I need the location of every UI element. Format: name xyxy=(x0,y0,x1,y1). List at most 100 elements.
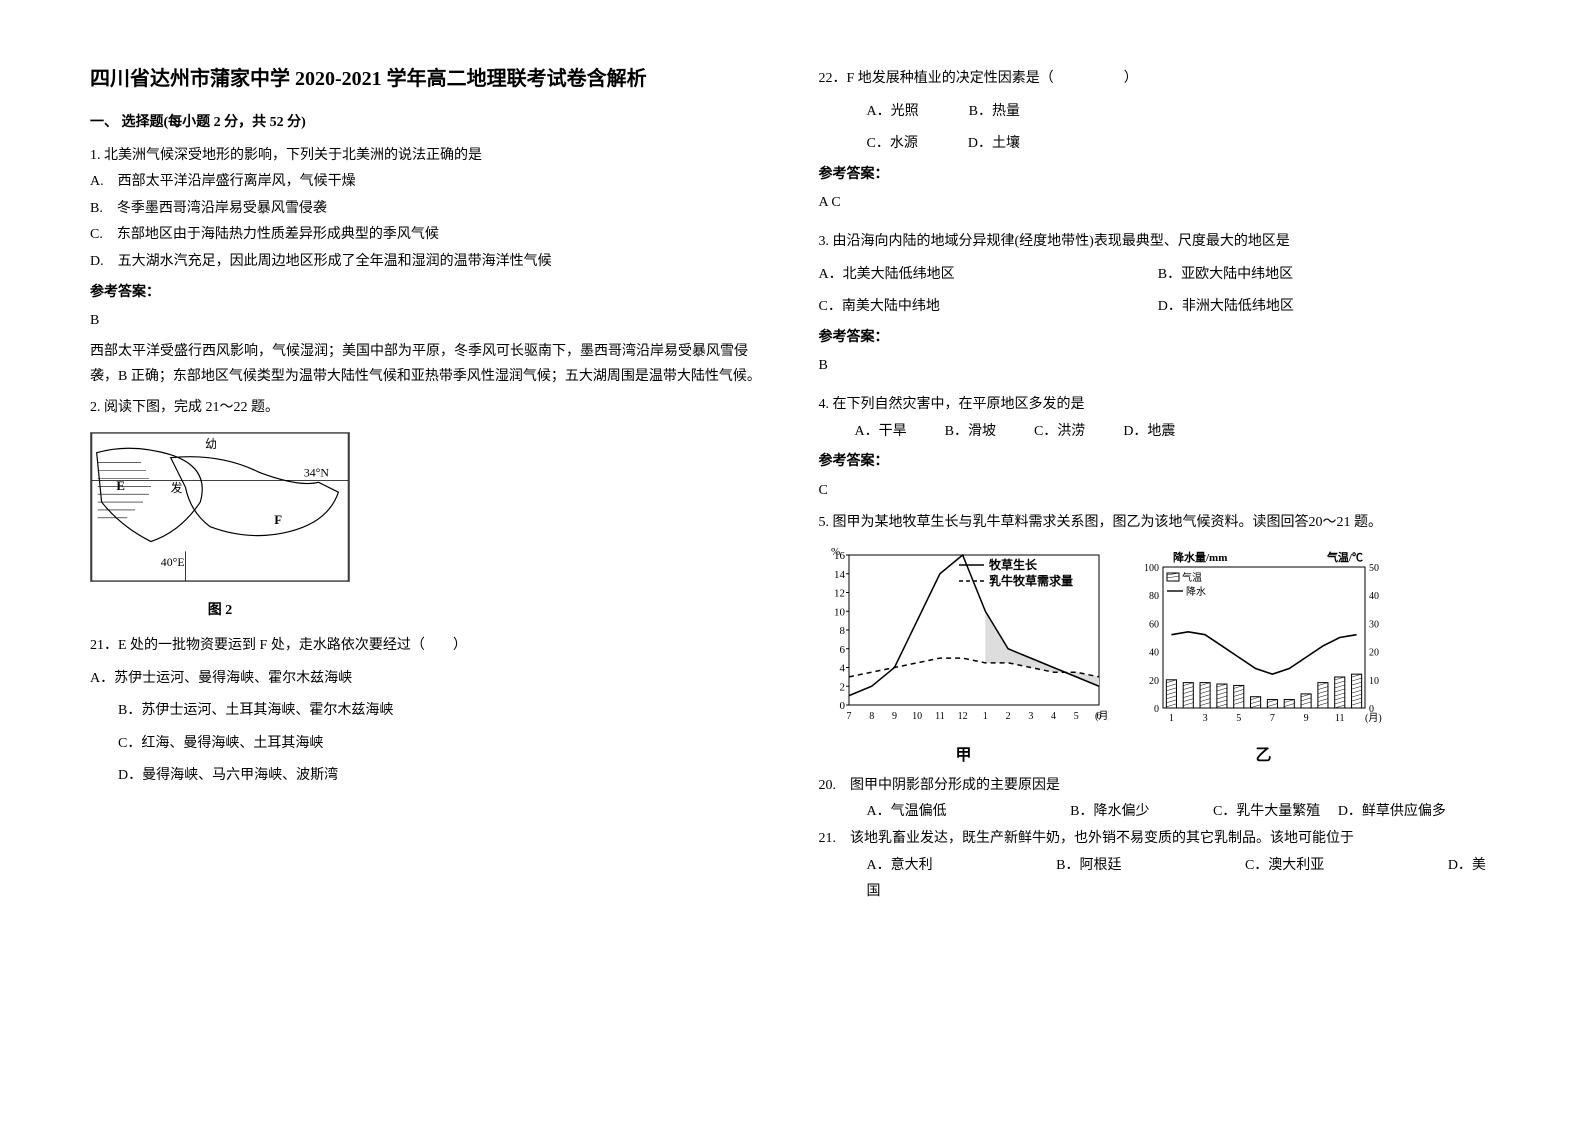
q22-opt-d: D．土壤 xyxy=(968,131,1020,158)
fa-label: 发 xyxy=(171,481,183,495)
svg-text:气温: 气温 xyxy=(1182,571,1202,584)
q1-opt-c: C. 东部地区由于海陆热力性质差异形成典型的季风气候 xyxy=(90,222,769,249)
q3-opt-c: C．南美大陆中纬地 xyxy=(819,294,1158,321)
q21b-opt-c: C．澳大利亚 xyxy=(1245,858,1324,873)
svg-text:5: 5 xyxy=(1236,713,1241,724)
q4-opt-c: C．洪涝 xyxy=(1034,419,1085,446)
svg-text:30: 30 xyxy=(1369,619,1379,630)
svg-text:9: 9 xyxy=(891,711,896,722)
svg-text:2: 2 xyxy=(839,681,845,693)
q2-stem: 2. 阅读下图，完成 21～22 题。 xyxy=(90,395,769,422)
q1-answer-label: 参考答案： xyxy=(90,280,769,307)
chart-jia-svg: 0246810121416%789101112123456(月)牧草生长乳牛牧草… xyxy=(819,545,1109,730)
svg-text:8: 8 xyxy=(869,711,874,722)
svg-text:8: 8 xyxy=(839,625,845,637)
q20-opt-b: B．降水偏少 xyxy=(1070,804,1149,819)
svg-text:(月): (月) xyxy=(1365,712,1382,724)
q21-opt-c: C．红海、曼得海峡、土耳其海峡 xyxy=(118,731,769,758)
q21b-opt-d: D．美国 xyxy=(867,858,1486,900)
svg-text:降水: 降水 xyxy=(1186,585,1206,598)
svg-text:40: 40 xyxy=(1149,648,1159,659)
svg-text:%: % xyxy=(831,546,840,558)
lat-34n-label: 34°N xyxy=(304,465,330,479)
q4-opt-d: D．地震 xyxy=(1123,419,1175,446)
svg-text:100: 100 xyxy=(1144,563,1159,574)
q4-stem: 4. 在下列自然灾害中，在平原地区多发的是 xyxy=(819,392,1498,419)
point-f-label: F xyxy=(274,512,282,526)
chart-yi-svg: 降水量/mm气温/℃020406080100010203040501357911… xyxy=(1129,545,1399,730)
q22-stem: 22．F 地发展种植业的决定性因素是（ ） xyxy=(819,66,1498,93)
q3-stem: 3. 由沿海向内陆的地域分异规律(经度地带性)表现最典型、尺度最大的地区是 xyxy=(819,229,1498,256)
q22-opt-b: B．热量 xyxy=(969,99,1020,126)
svg-text:10: 10 xyxy=(912,711,922,722)
youjia-label: 幼 xyxy=(205,437,217,451)
svg-text:5: 5 xyxy=(1073,711,1078,722)
svg-text:6: 6 xyxy=(839,644,845,656)
q20-opt-d: D．鲜草供应偏多 xyxy=(1338,804,1446,819)
svg-text:80: 80 xyxy=(1149,591,1159,602)
svg-text:0: 0 xyxy=(839,700,845,712)
q22-opt-a: A．光照 xyxy=(867,99,919,126)
q21b-opt-a: A．意大利 xyxy=(867,858,933,873)
q21-opt-b: B．苏伊士运河、土耳其海峡、霍尔木兹海峡 xyxy=(118,698,769,725)
svg-text:4: 4 xyxy=(1051,711,1056,722)
q3-answer-label: 参考答案： xyxy=(819,325,1498,352)
q21-stem: 21．E 处的一批物资要运到 F 处，走水路依次要经过（ ） xyxy=(90,633,769,660)
q1-answer: B xyxy=(90,308,769,335)
svg-text:12: 12 xyxy=(834,587,845,599)
q3-opt-a: A．北美大陆低纬地区 xyxy=(819,262,1158,289)
figure-2-map: 34°N 40°E E F 幼 发 xyxy=(90,432,350,582)
q5-stem: 5. 图甲为某地牧草生长与乳牛草料需求关系图，图乙为该地气候资料。读图回答20～… xyxy=(819,510,1498,537)
svg-text:9: 9 xyxy=(1303,713,1308,724)
q20-opt-c: C．乳牛大量繁殖 xyxy=(1213,804,1320,819)
svg-text:乳牛牧草需求量: 乳牛牧草需求量 xyxy=(989,573,1073,588)
svg-text:3: 3 xyxy=(1028,711,1033,722)
chart-jia-caption: 甲 xyxy=(819,741,1109,771)
q4-answer-label: 参考答案： xyxy=(819,449,1498,476)
paper-title: 四川省达州市蒲家中学 2020-2021 学年高二地理联考试卷含解析 xyxy=(90,60,769,98)
svg-text:1: 1 xyxy=(1168,713,1173,724)
q1-stem: 1. 北美洲气候深受地形的影响，下列关于北美洲的说法正确的是 xyxy=(90,143,769,170)
svg-text:60: 60 xyxy=(1149,619,1159,630)
q3-opt-b: B．亚欧大陆中纬地区 xyxy=(1158,262,1497,289)
q4-opt-b: B．滑坡 xyxy=(945,419,996,446)
svg-text:气温/℃: 气温/℃ xyxy=(1325,550,1362,564)
right-column: 22．F 地发展种植业的决定性因素是（ ） A．光照 B．热量 C．水源 D．土… xyxy=(819,60,1498,1062)
svg-text:11: 11 xyxy=(1334,713,1344,724)
figure-2-caption: 图 2 xyxy=(90,598,350,625)
section-1-label: 一、 选择题(每小题 2 分，共 52 分) xyxy=(90,110,769,137)
q22-opt-c: C．水源 xyxy=(867,131,918,158)
svg-text:20: 20 xyxy=(1149,676,1159,687)
svg-text:3: 3 xyxy=(1202,713,1207,724)
q21-opt-a: A．苏伊士运河、曼得海峡、霍尔木兹海峡 xyxy=(90,666,769,693)
svg-text:10: 10 xyxy=(1369,676,1379,687)
q3-opt-d: D．非洲大陆低纬地区 xyxy=(1158,294,1497,321)
svg-text:10: 10 xyxy=(834,606,846,618)
q3-answer: B xyxy=(819,353,1498,380)
svg-text:0: 0 xyxy=(1154,704,1159,715)
svg-text:1: 1 xyxy=(982,711,987,722)
chart-jia: 0246810121416%789101112123456(月)牧草生长乳牛牧草… xyxy=(819,545,1109,771)
q21b-opt-b: B．阿根廷 xyxy=(1056,858,1121,873)
chart-yi-caption: 乙 xyxy=(1129,741,1399,771)
q20-stem: 20. 图甲中阴影部分形成的主要原因是 xyxy=(819,773,1498,800)
q1-explain: 西部太平洋受盛行西风影响，气候湿润；美国中部为平原，冬季风可长驱南下，墨西哥湾沿… xyxy=(90,339,769,389)
svg-text:11: 11 xyxy=(935,711,945,722)
svg-text:2: 2 xyxy=(1005,711,1010,722)
svg-text:50: 50 xyxy=(1369,563,1379,574)
q1-opt-b: B. 冬季墨西哥湾沿岸易受暴风雪侵袭 xyxy=(90,196,769,223)
svg-text:12: 12 xyxy=(957,711,967,722)
svg-text:14: 14 xyxy=(834,569,846,581)
svg-text:降水量/mm: 降水量/mm xyxy=(1173,550,1227,564)
q20-opt-a: A．气温偏低 xyxy=(867,804,947,819)
svg-text:7: 7 xyxy=(1269,713,1274,724)
q1-opt-d: D. 五大湖水汽充足，因此周边地区形成了全年温和湿润的温带海洋性气候 xyxy=(90,249,769,276)
left-column: 四川省达州市蒲家中学 2020-2021 学年高二地理联考试卷含解析 一、 选择… xyxy=(90,60,769,1062)
q2-answer-label: 参考答案： xyxy=(819,162,1498,189)
svg-text:牧草生长: 牧草生长 xyxy=(989,557,1038,572)
svg-text:(月): (月) xyxy=(1095,710,1109,722)
q4-opt-a: A．干旱 xyxy=(855,419,907,446)
q2-answer: A C xyxy=(819,190,1498,217)
svg-text:20: 20 xyxy=(1369,648,1379,659)
q4-answer: C xyxy=(819,478,1498,505)
